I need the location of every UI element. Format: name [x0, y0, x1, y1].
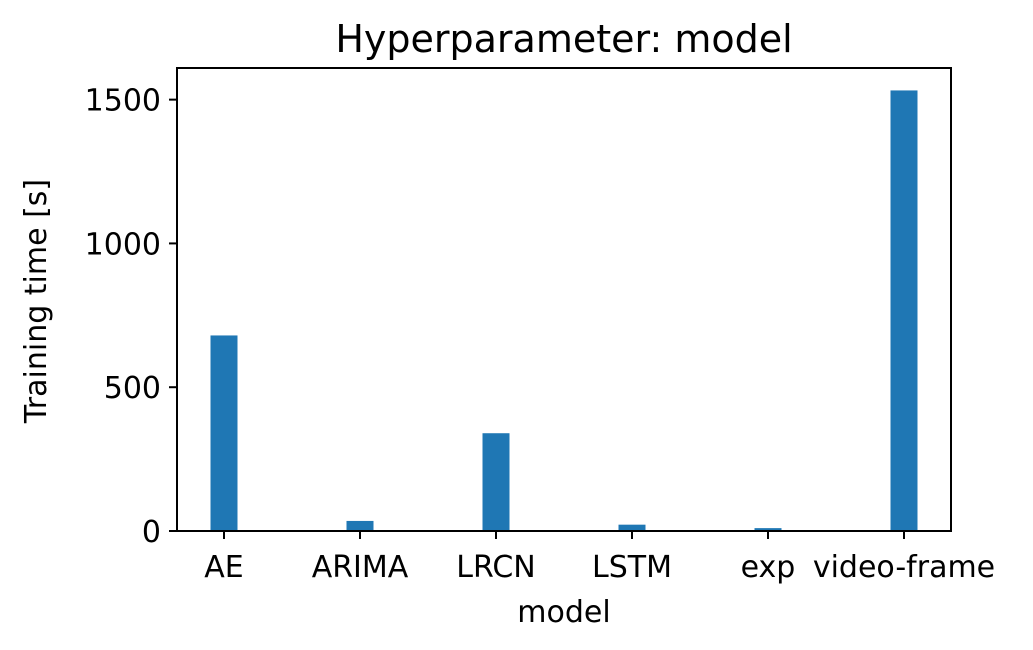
bar-lrcn [482, 433, 510, 531]
bar-arima [346, 520, 374, 531]
x-tick-label: LRCN [456, 550, 535, 585]
x-tick-label: video-frame [813, 550, 995, 585]
y-axis-label: Training time [s] [19, 179, 54, 424]
y-ticks-group: 0 500 1000 1500 [85, 84, 177, 550]
bar-lstm [618, 524, 646, 531]
y-tick-label: 0 [142, 515, 161, 550]
y-tick-label: 1000 [85, 227, 161, 262]
bars-group [210, 90, 918, 531]
chart-title: Hyperparameter: model [335, 17, 792, 61]
y-tick-label: 500 [104, 371, 161, 406]
x-axis-label: model [517, 595, 610, 630]
y-tick-label: 1500 [85, 84, 161, 119]
x-tick-label: exp [741, 550, 796, 585]
x-ticks-group: AE ARIMA LRCN LSTM exp video-frame [204, 531, 995, 585]
bar-exp [754, 528, 782, 531]
x-tick-label: AE [204, 550, 243, 585]
bar-ae [210, 335, 238, 531]
plot-frame [176, 67, 952, 532]
x-tick-label: LSTM [592, 550, 672, 585]
x-tick-label: ARIMA [312, 550, 409, 585]
bar-video-frame [890, 90, 918, 531]
